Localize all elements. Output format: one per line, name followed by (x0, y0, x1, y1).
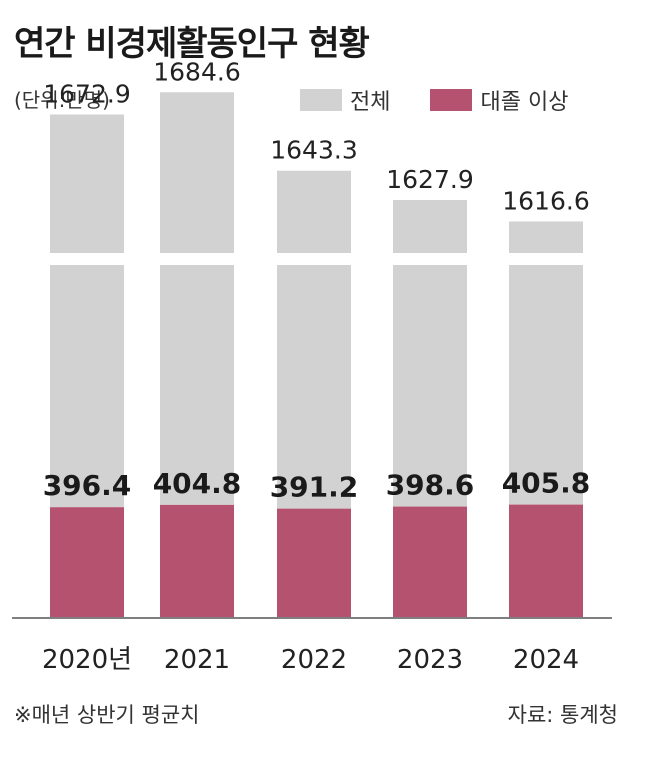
legend-label-total: 전체 (350, 90, 391, 115)
college-value-label: 404.8 (153, 467, 242, 500)
x-tick-label: 2022 (281, 645, 347, 675)
legend-item-total: 전체 (300, 84, 390, 116)
college-bar (160, 504, 234, 617)
total-bar-lower (277, 265, 351, 509)
x-tick-label: 2024 (513, 645, 579, 675)
total-bar-lower (393, 265, 467, 507)
legend-swatch-college (430, 89, 473, 111)
total-bar-upper (160, 92, 234, 253)
college-bar (509, 504, 583, 617)
total-bar-lower (160, 265, 234, 505)
total-value-label: 1672.9 (43, 79, 130, 108)
college-bar (50, 507, 124, 617)
college-bar (393, 506, 467, 617)
legend-item-college: 대졸 이상 (430, 84, 568, 116)
chart-title: 연간 비경제활동인구 현황 (14, 24, 370, 64)
college-bar (277, 508, 351, 617)
footnote: ※매년 상반기 평균치 (14, 703, 200, 727)
legend-swatch-total (300, 89, 342, 111)
total-value-label: 1643.3 (270, 136, 357, 165)
total-bar-upper (277, 170, 351, 253)
legend-label-college: 대졸 이상 (480, 90, 569, 115)
total-value-label: 1616.6 (502, 186, 589, 215)
legend: 전체 대졸 이상 (300, 84, 568, 116)
college-value-label: 396.4 (43, 469, 132, 502)
total-bar-upper (50, 114, 124, 254)
total-value-label: 1627.9 (386, 165, 473, 194)
x-tick-label: 2020년 (42, 645, 132, 675)
x-tick-label: 2023 (397, 645, 463, 675)
total-value-label: 1684.6 (153, 57, 240, 86)
bar-chart: 1672.9 396.4 2020년 1684.6 404.8 2021 1643.3 391… (12, 57, 612, 675)
college-value-label: 398.6 (386, 469, 475, 502)
total-bar-upper (509, 221, 583, 253)
college-value-label: 391.2 (270, 471, 359, 504)
college-value-label: 405.8 (502, 467, 591, 500)
total-bar-lower (509, 265, 583, 505)
total-bar-upper (393, 199, 467, 253)
unit-label: (단위:만명) (14, 88, 110, 112)
total-bar-lower (50, 265, 124, 508)
x-tick-label: 2021 (164, 645, 230, 675)
source-credit: 자료: 통계청 (507, 703, 618, 727)
